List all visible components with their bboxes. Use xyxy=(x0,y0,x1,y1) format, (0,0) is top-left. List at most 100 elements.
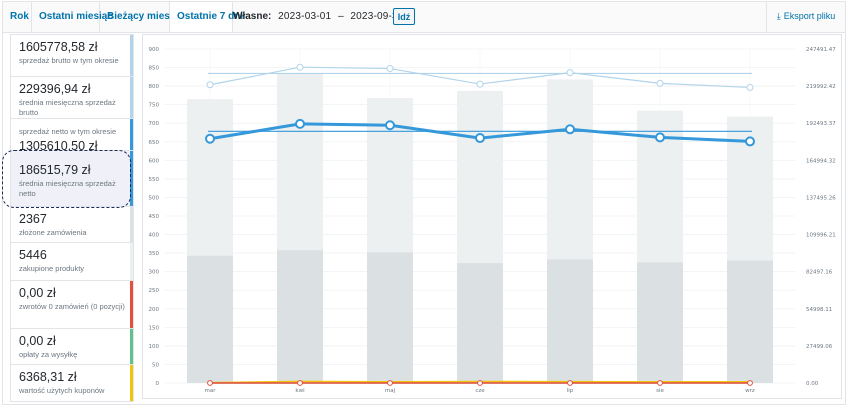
legend-item-shipping[interactable]: 0,00 zł opłaty za wysyłkę xyxy=(11,329,133,365)
right-axis-tick: 247491.47 xyxy=(806,47,836,53)
start-date-input[interactable]: 2023-03-01 xyxy=(278,11,332,22)
download-arrow-icon: ⤓ xyxy=(776,11,781,21)
x-axis-tick: wrz xyxy=(745,388,755,394)
legend-amount: 229396,94 zł xyxy=(19,82,91,96)
data-point xyxy=(566,69,574,77)
legend-item-products[interactable]: 5446 zakupione produkty xyxy=(11,243,133,281)
left-axis-tick: 400 xyxy=(149,233,160,239)
export-csv-button[interactable]: ⤓Eksport pliku CSV xyxy=(766,2,845,50)
legend-color-bar xyxy=(130,77,133,118)
legend-color-bar xyxy=(130,151,133,206)
legend-description: opłaty za wysyłkę xyxy=(19,350,78,359)
legend-item-net-sales[interactable]: sprzedaż netto w tym okresie 1305610,50 … xyxy=(11,119,133,153)
legend-description: średnia miesięczna sprzedaż brutto xyxy=(19,98,116,117)
tab-last-month[interactable]: Ostatni miesiąc xyxy=(32,2,113,32)
legend-item-avg-gross-sales[interactable]: 229396,94 zł średnia miesięczna sprzedaż… xyxy=(11,77,133,119)
legend-item-gross-sales[interactable]: 1605778,58 zł sprzedaż brutto w tym okre… xyxy=(11,35,133,77)
right-axis-tick: 192493.37 xyxy=(806,121,836,127)
data-point xyxy=(385,120,395,131)
left-axis-tick: 250 xyxy=(149,288,160,294)
bar-złożone-zamówienia xyxy=(277,250,323,383)
data-point xyxy=(295,118,305,129)
chart-canvas: 0 50 100 150 200 250 300 350 400 450 500 550 600 650 7… xyxy=(149,47,837,394)
left-axis-tick: 650 xyxy=(149,140,160,146)
data-point xyxy=(747,380,753,386)
x-axis-tick: mar xyxy=(205,388,217,394)
data-point xyxy=(297,380,303,386)
left-axis-tick: 900 xyxy=(149,47,160,53)
legend-item-orders[interactable]: 2367 złożone zamówienia xyxy=(11,207,133,243)
custom-range-label: Własne: xyxy=(233,11,272,22)
chart-legend: 1605778,58 zł sprzedaż brutto w tym okre… xyxy=(10,34,134,402)
data-point xyxy=(475,133,485,144)
legend-amount: 0,00 zł xyxy=(19,286,56,300)
legend-color-bar xyxy=(130,365,133,401)
data-point xyxy=(205,133,215,144)
legend-amount: 186515,79 zł xyxy=(19,163,91,177)
tab-last-7-days[interactable]: Ostatnie 7 dni xyxy=(170,2,243,32)
legend-color-bar xyxy=(130,207,133,242)
left-axis-tick: 750 xyxy=(149,103,160,109)
bar-złożone-zamówienia xyxy=(367,252,413,383)
legend-item-avg-net-sales[interactable]: 186515,79 zł średnia miesięczna sprzedaż… xyxy=(11,151,133,207)
left-axis-tick: 300 xyxy=(149,270,160,276)
bar-złożone-zamówienia xyxy=(457,263,503,383)
tab-year[interactable]: Rok xyxy=(3,2,32,32)
left-axis-tick: 700 xyxy=(149,121,160,127)
data-point xyxy=(567,380,573,386)
left-axis-tick: 0 xyxy=(156,381,160,387)
end-date-input[interactable]: 2023-09-30 xyxy=(350,11,404,22)
legend-description: sprzedaż netto w tym okresie xyxy=(19,127,117,136)
legend-color-bar xyxy=(130,35,133,76)
data-point xyxy=(565,124,575,135)
data-point xyxy=(746,83,754,91)
legend-description: sprzedaż brutto w tym okresie xyxy=(19,56,119,65)
left-axis-tick: 550 xyxy=(149,177,160,183)
legend-color-bar xyxy=(130,243,133,280)
right-axis-tick: 109996.21 xyxy=(806,233,836,239)
bar-złożone-zamówienia xyxy=(637,262,683,383)
legend-color-bar xyxy=(130,119,133,150)
right-axis-tick: 27499.06 xyxy=(806,344,833,350)
legend-color-bar xyxy=(130,329,133,364)
right-axis-tick: 54998.11 xyxy=(806,307,832,313)
right-axis-tick: 82497.16 xyxy=(806,270,833,276)
left-axis-tick: 200 xyxy=(149,307,160,313)
bar-złożone-zamówienia xyxy=(547,259,593,383)
focus-ring xyxy=(2,150,131,208)
tab-current-month[interactable]: Bieżący miesiąc xyxy=(100,2,184,32)
legend-description: zwrotów 0 zamówień (0 pozycji) xyxy=(19,302,125,311)
right-axis-tick: 137495.26 xyxy=(806,195,836,201)
data-point xyxy=(207,380,213,386)
right-axis-tick: 164994.32 xyxy=(806,158,836,164)
x-axis-tick: lip xyxy=(567,388,574,394)
bar-złożone-zamówienia xyxy=(187,255,233,383)
legend-color-bar xyxy=(130,281,133,328)
data-point xyxy=(655,132,665,143)
left-axis-tick: 800 xyxy=(149,84,160,90)
date-separator: – xyxy=(338,11,344,22)
x-axis-tick: sie xyxy=(656,388,664,394)
right-axis-tick: 219992.42 xyxy=(806,84,836,90)
go-button[interactable]: Idź xyxy=(393,8,415,25)
legend-description: złożone zamówienia xyxy=(19,228,87,237)
legend-amount: 1305610,50 zł xyxy=(19,139,98,153)
data-point xyxy=(206,81,214,89)
legend-description: wartość użytych kuponów xyxy=(19,386,105,395)
left-axis-tick: 350 xyxy=(149,251,160,257)
data-point xyxy=(477,380,483,386)
x-axis-tick: cze xyxy=(475,388,485,394)
x-axis-tick: kwi xyxy=(295,388,305,394)
date-range-toolbar: Rok Ostatni miesiąc Bieżący miesiąc Osta… xyxy=(3,2,845,50)
legend-item-refunds[interactable]: 0,00 zł zwrotów 0 zamówień (0 pozycji) xyxy=(11,281,133,329)
left-axis-tick: 450 xyxy=(149,214,160,220)
legend-amount: 1605778,58 zł xyxy=(19,40,98,54)
left-axis-tick: 600 xyxy=(149,158,160,164)
left-axis-tick: 500 xyxy=(149,195,160,201)
legend-item-coupons[interactable]: 6368,31 zł wartość użytych kuponów xyxy=(11,365,133,401)
left-axis-tick: 850 xyxy=(149,66,160,72)
legend-description: zakupione produkty xyxy=(19,264,85,273)
legend-amount: 5446 xyxy=(19,248,47,262)
x-axis-tick: maj xyxy=(385,388,396,394)
data-point xyxy=(386,65,394,73)
